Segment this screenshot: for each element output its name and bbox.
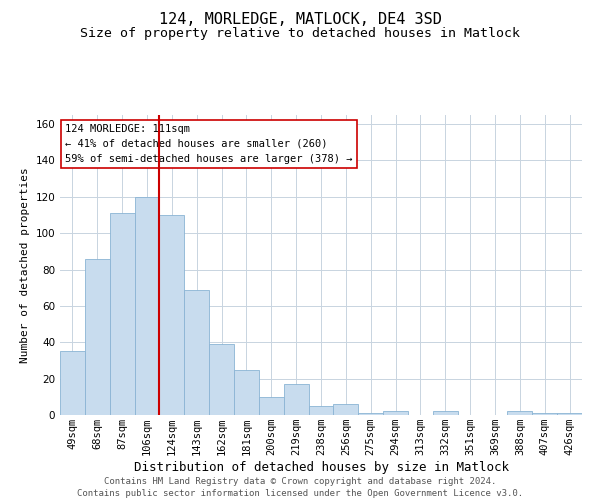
- Bar: [308, 406, 334, 415]
- Bar: [383, 412, 408, 415]
- Text: Contains HM Land Registry data © Crown copyright and database right 2024.
Contai: Contains HM Land Registry data © Crown c…: [77, 476, 523, 498]
- Bar: [532, 413, 557, 415]
- Bar: [60, 352, 85, 415]
- Y-axis label: Number of detached properties: Number of detached properties: [20, 167, 30, 363]
- Bar: [234, 370, 259, 415]
- Bar: [284, 384, 308, 415]
- Bar: [358, 413, 383, 415]
- Bar: [134, 197, 160, 415]
- Text: Size of property relative to detached houses in Matlock: Size of property relative to detached ho…: [80, 28, 520, 40]
- Bar: [110, 213, 134, 415]
- Text: 124 MORLEDGE: 111sqm
← 41% of detached houses are smaller (260)
59% of semi-deta: 124 MORLEDGE: 111sqm ← 41% of detached h…: [65, 124, 353, 164]
- Bar: [557, 413, 582, 415]
- Bar: [259, 397, 284, 415]
- Bar: [85, 258, 110, 415]
- Bar: [209, 344, 234, 415]
- Bar: [184, 290, 209, 415]
- X-axis label: Distribution of detached houses by size in Matlock: Distribution of detached houses by size …: [133, 461, 509, 474]
- Text: 124, MORLEDGE, MATLOCK, DE4 3SD: 124, MORLEDGE, MATLOCK, DE4 3SD: [158, 12, 442, 28]
- Bar: [508, 412, 532, 415]
- Bar: [334, 404, 358, 415]
- Bar: [160, 215, 184, 415]
- Bar: [433, 412, 458, 415]
